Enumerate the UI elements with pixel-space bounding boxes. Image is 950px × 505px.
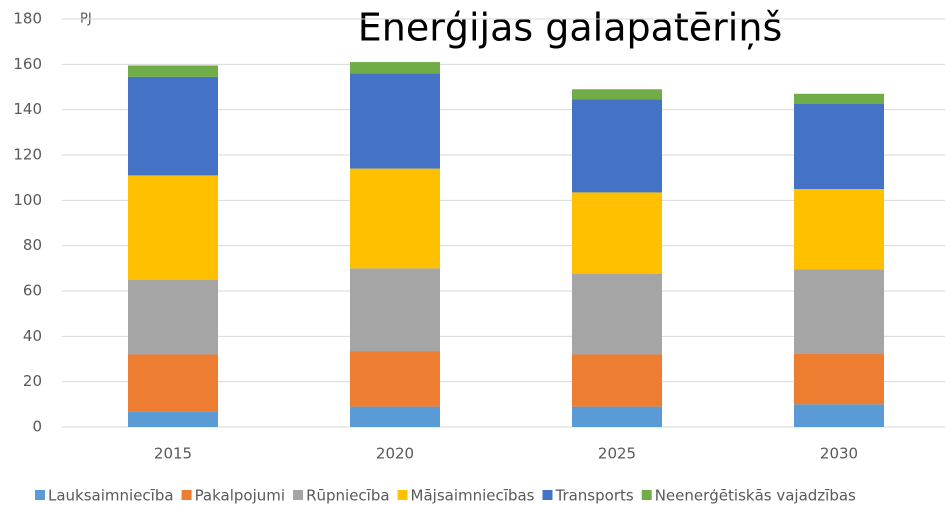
x-tick-label: 2025 <box>598 445 636 463</box>
legend-swatch <box>35 490 45 500</box>
y-tick-label: 160 <box>13 55 42 73</box>
chart-title: Enerģijas galapatēriņš <box>358 6 783 50</box>
bar-segment <box>128 279 218 355</box>
bar-segment <box>572 89 662 100</box>
legend-label: Transports <box>554 487 633 505</box>
y-tick-label: 20 <box>23 372 42 390</box>
y-tick-label: 140 <box>13 100 42 118</box>
bar-segment <box>128 76 218 176</box>
legend-label: Rūpniecība <box>306 487 389 505</box>
y-tick-label: 0 <box>32 418 42 436</box>
bar-segment <box>794 93 884 104</box>
bar-segment <box>350 168 440 269</box>
bar-segment <box>572 99 662 193</box>
bar-segment <box>350 406 440 427</box>
bar-segment <box>128 175 218 280</box>
legend-label: Neenerģētiskās vajadzības <box>655 487 856 505</box>
bar-segment <box>794 353 884 405</box>
legend-label: Pakalpojumi <box>195 487 286 505</box>
bar-segment <box>794 269 884 354</box>
legend-swatch <box>641 490 652 500</box>
y-tick-label: 80 <box>23 236 42 254</box>
bar-segment <box>128 354 218 412</box>
legend-swatch <box>542 490 553 500</box>
y-tick-label: 40 <box>23 327 42 345</box>
bar-segment <box>572 274 662 355</box>
legend-swatch <box>397 490 408 500</box>
legend-label: Mājsaimniecības <box>411 487 535 505</box>
bar-segment <box>350 351 440 407</box>
y-tick-label: 100 <box>13 191 42 209</box>
bar-segment <box>350 62 440 74</box>
x-tick-label: 2030 <box>820 445 858 463</box>
bar-segment <box>572 406 662 427</box>
bar-segment <box>572 354 662 407</box>
y-tick-label: 180 <box>13 10 42 28</box>
bar-segment <box>794 104 884 189</box>
y-tick-label: 120 <box>13 146 42 164</box>
x-tick-label: 2015 <box>154 445 192 463</box>
legend-label: Lauksaimniecība <box>48 487 174 505</box>
x-tick-label: 2020 <box>376 445 414 463</box>
bar-segment <box>350 73 440 169</box>
bar-segment <box>794 189 884 270</box>
legend-swatch <box>293 490 304 500</box>
bar-segment <box>572 192 662 274</box>
legend-swatch <box>181 490 192 500</box>
bar-segment <box>128 65 218 77</box>
bar-segment <box>350 268 440 352</box>
y-tick-label: 60 <box>23 282 42 300</box>
bar-segment <box>794 404 884 427</box>
bar-segment <box>128 411 218 427</box>
